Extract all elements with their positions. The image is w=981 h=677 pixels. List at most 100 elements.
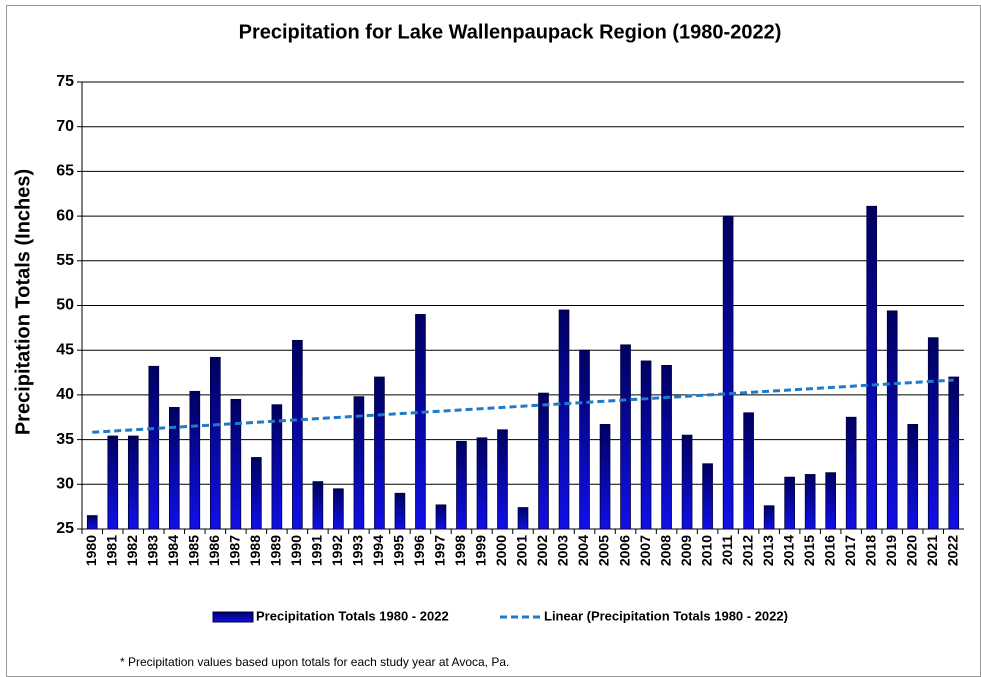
bar bbox=[292, 339, 303, 530]
bar bbox=[127, 435, 139, 530]
bar bbox=[681, 434, 693, 530]
bar bbox=[271, 404, 283, 530]
bar bbox=[640, 360, 652, 530]
x-tick-label: 2008 bbox=[657, 535, 673, 566]
x-tick-label: 1988 bbox=[247, 535, 263, 566]
x-tick-label: 1985 bbox=[186, 535, 202, 566]
x-tick-label: 2007 bbox=[637, 535, 653, 566]
chart-border bbox=[6, 5, 981, 677]
x-tick-label: 1982 bbox=[124, 535, 140, 566]
y-tick-label: 75 bbox=[56, 73, 74, 90]
bar bbox=[722, 215, 734, 530]
x-tick-label: 2021 bbox=[924, 535, 940, 566]
x-tick-label: 2002 bbox=[534, 535, 550, 566]
x-tick-label: 2006 bbox=[616, 535, 632, 566]
x-tick-label: 2016 bbox=[821, 535, 837, 566]
x-tick-label: 2018 bbox=[862, 535, 878, 566]
bar bbox=[702, 463, 713, 530]
bar bbox=[353, 396, 365, 530]
y-tick-label: 40 bbox=[56, 386, 74, 403]
trendline bbox=[92, 378, 954, 434]
y-tick-label: 70 bbox=[56, 118, 74, 135]
x-tick-label: 1989 bbox=[268, 535, 284, 566]
bar bbox=[415, 314, 426, 530]
x-tick-label: 1987 bbox=[227, 535, 243, 566]
legend-label: Precipitation Totals 1980 - 2022 bbox=[256, 608, 449, 623]
x-tick-label: 2015 bbox=[801, 535, 817, 566]
bar bbox=[476, 437, 488, 530]
x-tick-label: 1999 bbox=[473, 535, 489, 566]
bar bbox=[538, 392, 549, 530]
bar bbox=[497, 429, 508, 530]
legend-label: Linear (Precipitation Totals 1980 - 2022… bbox=[544, 608, 788, 623]
bar bbox=[948, 376, 960, 530]
bar bbox=[886, 310, 898, 530]
x-tick-label: 2022 bbox=[944, 535, 960, 566]
x-tick-label: 1995 bbox=[391, 535, 407, 566]
y-tick-label: 25 bbox=[56, 520, 74, 537]
y-tick-label: 45 bbox=[56, 341, 74, 358]
x-tick-label: 1998 bbox=[452, 535, 468, 566]
bar bbox=[763, 505, 775, 530]
bar bbox=[312, 481, 324, 530]
x-tick-label: 1981 bbox=[103, 535, 119, 566]
x-tick-label: 1997 bbox=[432, 535, 448, 566]
bar bbox=[517, 507, 529, 530]
x-tick-label: 2013 bbox=[760, 535, 776, 566]
bar bbox=[927, 337, 939, 530]
x-tick-label: 1983 bbox=[144, 535, 160, 566]
x-tick-label: 1986 bbox=[206, 535, 222, 566]
x-tick-label: 1994 bbox=[370, 535, 386, 566]
bar bbox=[86, 515, 98, 530]
x-tick-label: 2009 bbox=[678, 535, 694, 566]
y-tick-label: 35 bbox=[56, 431, 74, 448]
x-tick-label: 2005 bbox=[596, 535, 612, 566]
x-tick-label: 2003 bbox=[555, 535, 571, 566]
bar bbox=[148, 365, 160, 530]
bar bbox=[210, 356, 221, 530]
bar bbox=[825, 472, 836, 530]
bar bbox=[435, 504, 447, 530]
bar bbox=[743, 412, 754, 530]
x-tick-label: 1990 bbox=[288, 535, 304, 566]
bar bbox=[804, 474, 816, 530]
x-tick-label: 2001 bbox=[514, 535, 530, 566]
bar bbox=[558, 309, 570, 530]
x-tick-label: 2014 bbox=[780, 535, 796, 566]
bar bbox=[168, 407, 180, 530]
bar bbox=[230, 398, 242, 530]
bar bbox=[866, 205, 878, 530]
x-tick-label: 2004 bbox=[575, 535, 591, 566]
bar bbox=[333, 488, 344, 530]
bar bbox=[784, 476, 795, 530]
bar bbox=[579, 349, 590, 530]
x-tick-label: 1991 bbox=[309, 535, 325, 566]
x-tick-label: 2019 bbox=[883, 535, 899, 566]
bar bbox=[620, 344, 631, 530]
bar bbox=[599, 424, 611, 530]
x-tick-label: 1992 bbox=[329, 535, 345, 566]
x-tick-label: 2010 bbox=[698, 535, 714, 566]
bar bbox=[907, 424, 919, 530]
footnote: * Precipitation values based upon totals… bbox=[120, 655, 509, 669]
x-tick-label: 2012 bbox=[739, 535, 755, 566]
y-tick-label: 65 bbox=[56, 163, 74, 180]
y-tick-label: 50 bbox=[56, 297, 74, 314]
y-tick-label: 55 bbox=[56, 252, 74, 269]
x-tick-label: 2011 bbox=[719, 535, 735, 566]
bar bbox=[189, 390, 201, 530]
bar bbox=[661, 364, 672, 530]
y-tick-label: 30 bbox=[56, 476, 74, 493]
x-tick-label: 1996 bbox=[411, 535, 427, 566]
bar bbox=[107, 435, 119, 530]
bar bbox=[374, 376, 385, 530]
bar bbox=[394, 492, 406, 530]
y-tick-label: 60 bbox=[56, 207, 74, 224]
y-axis-label: Precipitation Totals (Inches) bbox=[12, 169, 34, 435]
x-tick-label: 1993 bbox=[350, 535, 366, 566]
bar bbox=[456, 440, 467, 530]
bar bbox=[845, 416, 857, 530]
chart-title: Precipitation for Lake Wallenpaupack Reg… bbox=[239, 21, 782, 43]
bar bbox=[251, 457, 262, 530]
